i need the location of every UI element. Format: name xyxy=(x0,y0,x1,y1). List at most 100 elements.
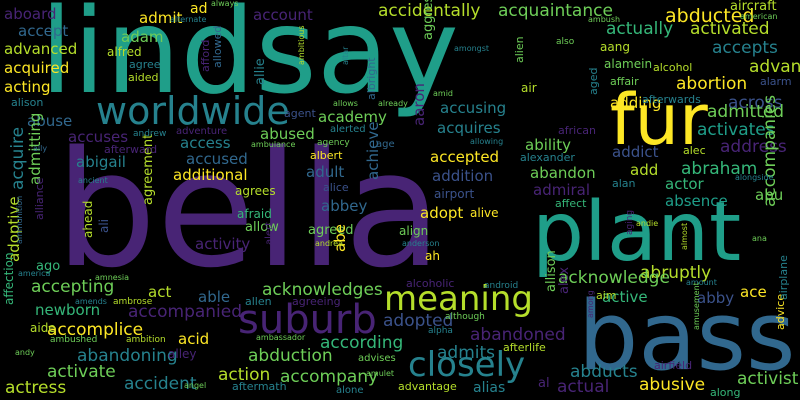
word-aircraft: aircraft xyxy=(730,0,777,14)
word-actually: actually xyxy=(606,19,674,39)
word-allow: allow xyxy=(245,220,279,235)
word-aim: aim xyxy=(596,289,617,302)
word-advantage: advantage xyxy=(398,380,457,393)
word-ago: ago xyxy=(36,259,61,274)
word-absence: absence xyxy=(665,192,728,210)
word-addition: addition xyxy=(432,167,494,185)
word-abducts: abducts xyxy=(570,362,638,382)
word-accepts: accepts xyxy=(712,38,778,58)
word-access: access xyxy=(180,134,231,152)
word-african: african xyxy=(558,124,596,137)
word-abbey: abbey xyxy=(321,197,368,215)
word-accompany: accompany xyxy=(280,367,379,387)
word-abuse: abuse xyxy=(27,112,73,130)
word-add: add xyxy=(630,161,659,179)
word-already: already xyxy=(378,99,408,108)
word-agreed: agreed xyxy=(308,223,354,238)
word-alcohol: alcohol xyxy=(653,61,693,74)
word-meaning: meaning xyxy=(384,279,533,319)
word-affection: affection xyxy=(2,252,16,305)
word-allowing: allowing xyxy=(470,137,504,146)
word-active: active xyxy=(602,288,648,306)
word-alias: alias xyxy=(473,380,506,396)
word-almost: almost xyxy=(680,222,689,250)
word-alerted: alerted xyxy=(330,124,366,135)
word-affair: affair xyxy=(610,75,639,88)
word-accomplice: accomplice xyxy=(47,320,144,340)
word-activate: activate xyxy=(47,362,116,382)
word-accepted: accepted xyxy=(430,148,500,166)
word-afford: afford xyxy=(199,39,212,72)
word-adam: adam xyxy=(121,28,164,46)
word-ambrose: ambrose xyxy=(113,297,153,307)
word-advance: advance xyxy=(749,57,800,77)
word-adopted: adopted xyxy=(383,311,454,331)
word-amulet: amulet xyxy=(366,369,395,378)
word-accused: accused xyxy=(186,150,248,168)
word-suburb: suburb xyxy=(238,297,377,343)
word-academy: academy xyxy=(318,108,387,126)
word-afterlife: afterlife xyxy=(503,341,546,354)
word-aggressive: aggressive xyxy=(421,0,436,40)
word-accusing: accusing xyxy=(440,99,507,117)
word-aide: aide xyxy=(30,321,56,335)
word-bass: bass xyxy=(578,282,796,392)
word-aged: aged xyxy=(587,67,600,95)
word-accept: accept xyxy=(18,22,69,40)
word-amid: amid xyxy=(433,89,453,98)
word-achieve: achieve xyxy=(364,121,382,180)
word-ace: ace xyxy=(740,283,767,301)
word-andrew: andrew xyxy=(133,129,167,139)
word-agent: agent xyxy=(284,107,316,120)
word-address: address xyxy=(720,137,787,157)
word-worldwide: worldwide xyxy=(96,89,290,133)
word-accepting: accepting xyxy=(31,277,115,297)
word-abraham: abraham xyxy=(681,159,758,179)
word-adult: adult xyxy=(306,163,345,181)
word-additional: additional xyxy=(173,166,248,184)
word-alamein: alamein xyxy=(604,57,653,71)
word-aaron: aaron xyxy=(410,83,428,126)
word-advanced: advanced xyxy=(4,40,78,58)
word-always: always xyxy=(211,0,239,8)
word-alexander: alexander xyxy=(520,151,575,164)
word-airport: airport xyxy=(434,187,475,201)
word-although: although xyxy=(445,312,485,322)
word-able: able xyxy=(198,288,231,306)
word-activist: activist xyxy=(737,369,799,389)
word-acknowledge: acknowledge xyxy=(558,268,670,288)
word-ambition: ambition xyxy=(126,335,166,345)
word-act: act xyxy=(148,283,172,301)
word-ambushed: ambushed xyxy=(50,335,98,345)
word-agreeing: agreeing xyxy=(292,295,341,308)
word-alive: alive xyxy=(470,206,499,220)
word-ally: ally xyxy=(33,144,48,153)
word-acting: acting xyxy=(4,78,51,96)
word-acknowledges: acknowledges xyxy=(262,280,383,300)
word-age: age xyxy=(376,139,395,150)
word-abandon: abandon xyxy=(530,164,596,182)
word-along: along xyxy=(710,386,741,399)
word-airfield: airfield xyxy=(654,359,693,372)
word-aftermath: aftermath xyxy=(232,380,287,393)
word-amount: amount xyxy=(686,278,717,287)
word-albright: albright xyxy=(365,57,378,100)
word-andie: andie xyxy=(636,219,659,228)
word-also: also xyxy=(556,37,575,47)
word-admit: admit xyxy=(139,9,183,27)
word-ambassador: ambassador xyxy=(256,333,306,342)
word-ancient: ancient xyxy=(78,176,108,185)
word-alan: alan xyxy=(612,177,636,190)
word-ambulance: ambulance xyxy=(251,140,296,149)
word-newborn: newborn xyxy=(35,301,101,319)
word-account: account xyxy=(253,6,313,24)
word-acquired: acquired xyxy=(4,59,70,77)
word-ambush: ambush xyxy=(588,15,621,24)
word-amongst: amongst xyxy=(454,44,490,53)
word-admiral: admiral xyxy=(533,181,591,199)
word-bella: bella xyxy=(55,116,442,303)
word-lindsay: lindsay xyxy=(40,0,459,120)
word-aided: aided xyxy=(128,71,159,84)
word-abused: abused xyxy=(260,125,315,143)
